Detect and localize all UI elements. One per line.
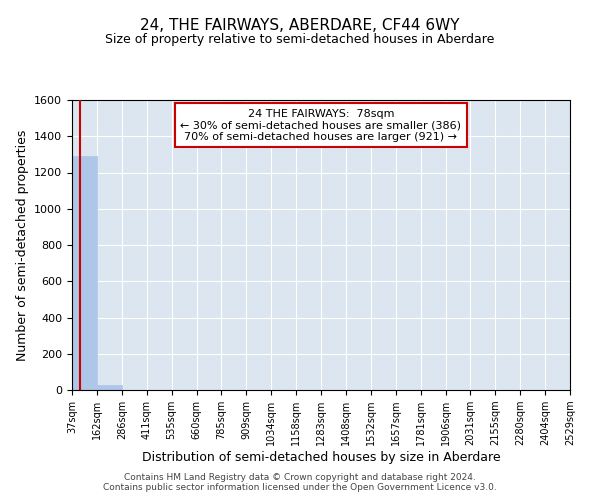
X-axis label: Distribution of semi-detached houses by size in Aberdare: Distribution of semi-detached houses by … xyxy=(142,451,500,464)
Text: 24 THE FAIRWAYS:  78sqm
← 30% of semi-detached houses are smaller (386)
70% of s: 24 THE FAIRWAYS: 78sqm ← 30% of semi-det… xyxy=(181,108,461,142)
Bar xyxy=(72,156,97,390)
Y-axis label: Number of semi-detached properties: Number of semi-detached properties xyxy=(16,130,29,360)
Text: 24, THE FAIRWAYS, ABERDARE, CF44 6WY: 24, THE FAIRWAYS, ABERDARE, CF44 6WY xyxy=(140,18,460,32)
Text: Contains HM Land Registry data © Crown copyright and database right 2024.
Contai: Contains HM Land Registry data © Crown c… xyxy=(103,473,497,492)
Text: Size of property relative to semi-detached houses in Aberdare: Size of property relative to semi-detach… xyxy=(106,32,494,46)
Bar xyxy=(97,386,122,390)
